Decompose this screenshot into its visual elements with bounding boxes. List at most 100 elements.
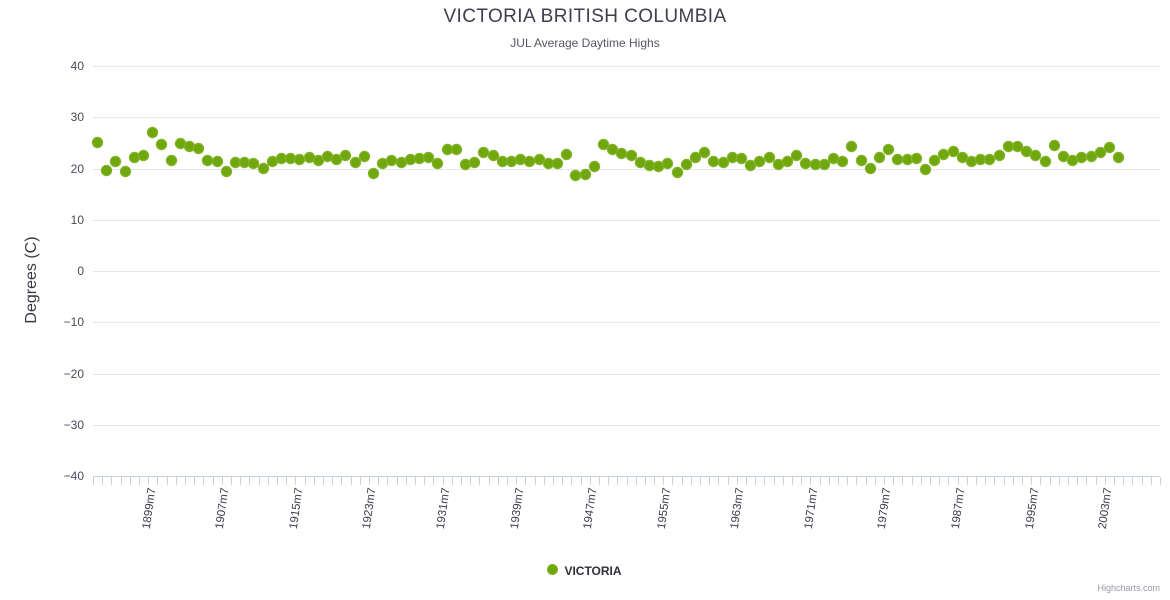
- data-point[interactable]: [589, 162, 599, 172]
- data-point[interactable]: [626, 150, 636, 160]
- data-point[interactable]: [617, 148, 627, 158]
- data-point[interactable]: [369, 168, 379, 178]
- data-point[interactable]: [387, 156, 397, 166]
- data-point[interactable]: [102, 166, 112, 176]
- data-point[interactable]: [709, 156, 719, 166]
- data-point[interactable]: [736, 154, 746, 164]
- data-point[interactable]: [976, 155, 986, 165]
- data-point[interactable]: [874, 152, 884, 162]
- data-point[interactable]: [139, 151, 149, 161]
- data-point[interactable]: [1022, 146, 1032, 156]
- data-point[interactable]: [1086, 152, 1096, 162]
- data-point[interactable]: [451, 145, 461, 155]
- data-point[interactable]: [801, 159, 811, 169]
- data-point[interactable]: [332, 154, 342, 164]
- data-point[interactable]: [856, 155, 866, 165]
- data-point[interactable]: [690, 153, 700, 163]
- data-point[interactable]: [1114, 152, 1124, 162]
- data-point[interactable]: [608, 144, 618, 154]
- data-point[interactable]: [424, 152, 434, 162]
- data-point[interactable]: [129, 152, 139, 162]
- data-point[interactable]: [258, 164, 268, 173]
- data-point[interactable]: [185, 141, 195, 151]
- data-point[interactable]: [838, 157, 848, 167]
- data-point[interactable]: [966, 156, 976, 166]
- data-point[interactable]: [865, 164, 875, 173]
- data-point[interactable]: [718, 157, 728, 167]
- data-point[interactable]: [553, 159, 562, 169]
- data-point[interactable]: [341, 151, 351, 161]
- data-point[interactable]: [746, 161, 756, 171]
- data-point[interactable]: [654, 162, 664, 172]
- data-point[interactable]: [893, 155, 903, 165]
- data-point[interactable]: [415, 153, 425, 163]
- data-point[interactable]: [1095, 147, 1105, 157]
- data-point[interactable]: [350, 157, 360, 167]
- data-point[interactable]: [166, 155, 176, 165]
- data-point[interactable]: [267, 157, 277, 167]
- data-point[interactable]: [792, 150, 802, 160]
- data-point[interactable]: [782, 157, 792, 167]
- data-point[interactable]: [911, 153, 921, 163]
- data-point[interactable]: [819, 159, 829, 169]
- data-point[interactable]: [1104, 142, 1114, 152]
- data-point[interactable]: [507, 156, 517, 166]
- data-point[interactable]: [1049, 141, 1059, 151]
- data-point[interactable]: [93, 138, 103, 148]
- data-point[interactable]: [442, 144, 452, 154]
- data-point[interactable]: [810, 159, 820, 169]
- data-point[interactable]: [497, 156, 507, 166]
- data-point[interactable]: [221, 166, 231, 176]
- data-point[interactable]: [635, 157, 645, 167]
- data-point[interactable]: [313, 156, 323, 166]
- data-point[interactable]: [295, 154, 305, 164]
- data-point[interactable]: [1058, 151, 1068, 161]
- data-point[interactable]: [405, 155, 415, 165]
- data-point[interactable]: [681, 159, 691, 169]
- data-point[interactable]: [847, 142, 857, 152]
- data-point[interactable]: [957, 153, 967, 163]
- data-point[interactable]: [902, 154, 912, 164]
- data-point[interactable]: [930, 156, 940, 166]
- data-point[interactable]: [111, 157, 121, 167]
- data-point[interactable]: [672, 167, 682, 177]
- data-point[interactable]: [286, 154, 296, 164]
- data-point[interactable]: [470, 157, 480, 167]
- data-point[interactable]: [1077, 153, 1087, 163]
- data-point[interactable]: [396, 158, 406, 168]
- data-point[interactable]: [939, 149, 949, 159]
- legend-item-victoria[interactable]: VICTORIA: [564, 563, 622, 578]
- data-point[interactable]: [727, 153, 737, 163]
- data-point[interactable]: [479, 147, 489, 157]
- data-point[interactable]: [985, 154, 995, 164]
- data-point[interactable]: [948, 146, 958, 156]
- data-point[interactable]: [994, 151, 1004, 161]
- data-point[interactable]: [764, 152, 774, 162]
- data-point[interactable]: [175, 138, 185, 148]
- highcharts-credit[interactable]: Highcharts.com: [1097, 583, 1160, 593]
- data-point[interactable]: [277, 153, 287, 163]
- data-point[interactable]: [755, 157, 765, 167]
- data-point[interactable]: [562, 149, 572, 159]
- data-point[interactable]: [231, 158, 241, 168]
- data-point[interactable]: [359, 152, 369, 162]
- data-point[interactable]: [148, 128, 158, 138]
- data-point[interactable]: [304, 153, 314, 163]
- data-point[interactable]: [378, 158, 388, 168]
- chart-legend[interactable]: VICTORIA: [0, 563, 1170, 578]
- data-point[interactable]: [884, 144, 894, 154]
- data-point[interactable]: [212, 156, 222, 166]
- data-point[interactable]: [525, 156, 535, 166]
- data-point[interactable]: [920, 165, 930, 175]
- data-point[interactable]: [828, 154, 838, 164]
- data-point[interactable]: [580, 169, 590, 179]
- data-point[interactable]: [534, 155, 544, 165]
- data-point[interactable]: [1040, 156, 1050, 166]
- data-point[interactable]: [1031, 150, 1041, 160]
- data-point[interactable]: [488, 151, 498, 161]
- data-point[interactable]: [663, 158, 673, 168]
- data-point[interactable]: [571, 171, 581, 181]
- data-point[interactable]: [516, 154, 526, 164]
- data-point[interactable]: [773, 160, 783, 170]
- data-point[interactable]: [203, 156, 213, 166]
